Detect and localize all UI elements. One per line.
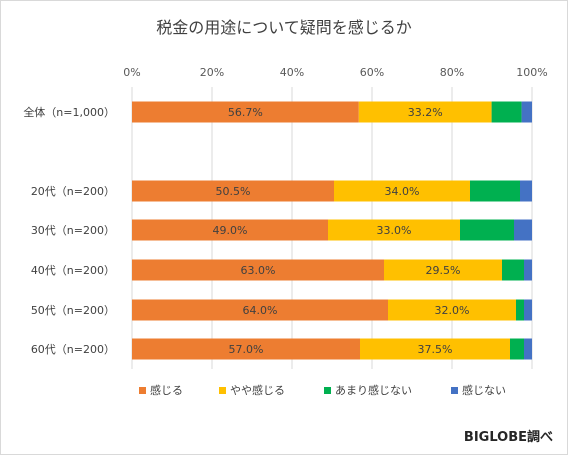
x-tick-label: 80% <box>440 66 464 79</box>
category-label: 50代（n=200） <box>31 304 115 317</box>
data-label: 57.0% <box>229 343 264 356</box>
bar-segment <box>358 101 492 123</box>
bar-segment <box>132 299 388 321</box>
category-label: 全体（n=1,000） <box>23 105 115 119</box>
bar-segment <box>328 219 460 241</box>
legend-swatch <box>324 387 331 394</box>
x-tick-label: 0% <box>123 66 140 79</box>
bar-segment <box>132 259 384 281</box>
data-label: 32.0% <box>435 304 470 317</box>
bar-segment <box>502 259 524 281</box>
data-label: 50.5% <box>216 185 251 198</box>
chart-title: 税金の用途について疑問を感じるか <box>156 18 412 37</box>
x-tick-label: 100% <box>516 66 547 79</box>
data-label: 64.0% <box>243 304 278 317</box>
bar-segment <box>520 180 532 202</box>
bar-segment <box>524 299 532 321</box>
bar-segment <box>510 338 524 360</box>
legend-label: あまり感じない <box>335 384 412 397</box>
bar-segment <box>360 338 510 360</box>
bar-segment <box>516 299 524 321</box>
data-label: 34.0% <box>385 185 420 198</box>
bar-segment <box>514 219 532 241</box>
bar-segment <box>524 338 532 360</box>
bar-segment <box>388 299 516 321</box>
category-label: 20代（n=200） <box>31 185 115 198</box>
bar-segment <box>132 338 360 360</box>
legend-label: 感じる <box>150 384 183 397</box>
x-tick-label: 60% <box>360 66 384 79</box>
data-label: 37.5% <box>418 343 453 356</box>
legend-swatch <box>139 387 146 394</box>
legend-swatch <box>219 387 226 394</box>
bar-segment <box>521 101 532 123</box>
bar-segment <box>132 180 334 202</box>
data-label: 49.0% <box>213 224 248 237</box>
bar-segment <box>334 180 470 202</box>
bar-segment <box>470 180 520 202</box>
legend-swatch <box>451 387 458 394</box>
bar-segment <box>384 259 502 281</box>
category-label: 60代（n=200） <box>31 343 115 356</box>
bar-segment <box>132 219 328 241</box>
category-label: 30代（n=200） <box>31 224 115 237</box>
data-label: 33.0% <box>377 224 412 237</box>
category-label: 40代（n=200） <box>31 264 115 277</box>
data-label: 29.5% <box>426 264 461 277</box>
x-tick-label: 40% <box>280 66 304 79</box>
legend-label: 感じない <box>462 384 506 397</box>
x-tick-label: 20% <box>200 66 224 79</box>
legend-label: やや感じる <box>230 384 285 397</box>
data-label: 63.0% <box>241 264 276 277</box>
bar-segment <box>524 259 532 281</box>
bar-segment <box>491 101 522 123</box>
source-note: BIGLOBE調べ <box>464 429 553 445</box>
data-label: 56.7% <box>228 106 263 119</box>
bar-segment <box>132 101 359 123</box>
bar-segment <box>460 219 514 241</box>
data-label: 33.2% <box>408 106 443 119</box>
